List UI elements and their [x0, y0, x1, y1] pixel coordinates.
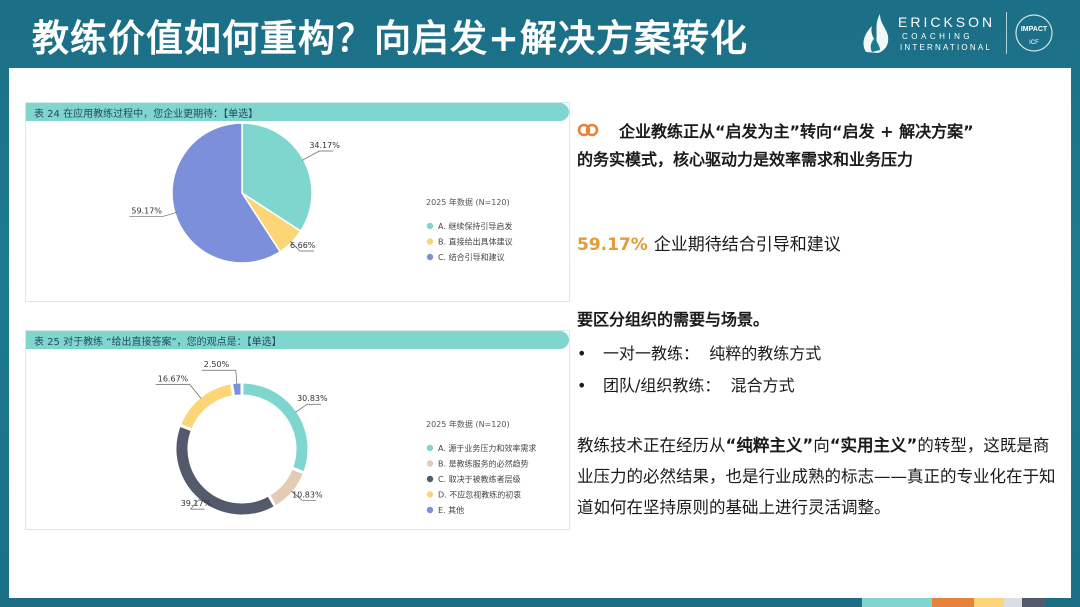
intro-line-2: 的务实模式，核心驱动力是效率需求和业务压力	[577, 150, 914, 169]
intro-text: 企业教练正从“启发为主”转向“启发 + 解决方案” 的务实模式，核心驱动力是效率…	[577, 118, 1047, 174]
pie-slice-3	[177, 381, 236, 432]
legend-swatch-1	[426, 460, 434, 467]
logo-sub-text-1: COACHING	[902, 32, 974, 41]
bullet-item: • 团队/组织教练： 混合方式	[577, 372, 795, 396]
chart-25-title: 表 25 对于教练 “给出直接答案”，您的观点是：【单选】	[34, 337, 282, 348]
bullet-value: 纯粹的教练方式	[709, 344, 822, 363]
footer-strip-slate	[1022, 598, 1046, 607]
legend-item-3: D. 不应忽视教练的初衷	[438, 490, 521, 500]
stat-text: 企业期待结合引导和建议	[653, 235, 841, 255]
legend-swatch-2	[426, 475, 434, 483]
pie-slice-4	[229, 380, 244, 399]
para-pre: 教练技术正在经历从	[577, 436, 726, 455]
leader-line-2	[129, 211, 177, 217]
data-label-1: 6.66%	[290, 241, 316, 250]
data-label-3: 16.67%	[158, 375, 189, 384]
bullet-label: 一对一教练：	[603, 344, 700, 363]
legend-swatch-0	[426, 222, 434, 230]
logo-divider	[1006, 12, 1007, 54]
legend-item-2: C. 取决于被教练者层级	[438, 474, 521, 484]
para-bold-2: “实用主义”	[829, 436, 918, 455]
data-label-2: 59.17%	[131, 206, 162, 215]
intro-line-1: 企业教练正从“启发为主”转向“启发 + 解决方案”	[619, 122, 974, 141]
legend-item-4: E. 其他	[438, 505, 464, 515]
para-bold-1: “纯粹主义”	[725, 436, 814, 455]
pie-slice-1	[266, 466, 307, 510]
badge-org-text: ICF	[1029, 40, 1039, 46]
leader-line-1	[289, 240, 314, 252]
legend-swatch-0	[426, 444, 434, 452]
section-heading: 要区分组织的需要与场景。	[577, 310, 770, 329]
content-panel: 表 24 在应用教练过程中，您企业更期待：【单选】 34.17% 6.66% 59.…	[9, 68, 1071, 598]
data-label-4: 2.50%	[204, 360, 230, 369]
chart-24-header: 表 24 在应用教练过程中，您企业更期待：【单选】	[26, 103, 569, 121]
bullet-item: • 一对一教练： 纯粹的教练方式	[577, 340, 821, 364]
chart-24-title: 表 24 在应用教练过程中，您企业更期待：【单选】	[34, 109, 259, 120]
pie-chart-24: 34.17% 6.66% 59.17% 2025 年数据 (N=120) A. 继续保持…	[129, 122, 513, 264]
header: 教练价值如何重构？向启发+解决方案转化 ERICKSON COACHING IN…	[0, 0, 1080, 64]
footer-strip-teal	[862, 598, 932, 607]
icf-badge-icon: IMPACT ICF	[1015, 14, 1053, 52]
leader-line-2	[189, 498, 205, 510]
legend-title: 2025 年数据 (N=120)	[426, 197, 510, 207]
badge-text: IMPACT	[1021, 26, 1048, 33]
data-label-1: 10.83%	[292, 490, 323, 499]
logo-brand-text: ERICKSON	[898, 14, 996, 30]
legend-item-1: B. 直接给出具体建议	[438, 237, 513, 247]
page-title: 教练价值如何重构？向启发+解决方案转化	[32, 17, 749, 60]
chart-card-24: 表 24 在应用教练过程中，您企业更期待：【单选】 34.17% 6.66% 59.…	[25, 102, 570, 302]
bullet-value: 混合方式	[730, 376, 795, 395]
logo-sub-text-2: INTERNATIONAL	[900, 43, 993, 52]
flame-logo-icon	[863, 14, 889, 53]
rings-icon	[577, 123, 599, 137]
data-label-0: 30.83%	[297, 394, 328, 403]
footer-strip-grey	[1004, 598, 1022, 607]
leader-line-3	[155, 384, 202, 399]
legend-swatch-2	[426, 253, 434, 261]
footer-strip-yellow	[974, 598, 1004, 607]
legend-swatch-4	[426, 506, 434, 514]
bullet-dot: •	[577, 376, 587, 395]
para-mid: 向	[813, 436, 830, 455]
legend-swatch-1	[426, 238, 434, 245]
bullet-dot: •	[577, 344, 587, 363]
data-label-2: 39.17%	[181, 499, 212, 508]
legend-item-2: C. 结合引导和建议	[438, 252, 505, 262]
summary-paragraph: 教练技术正在经历从“纯粹主义”向“实用主义”的转型，这既是商业压力的必然结果，也…	[577, 430, 1057, 523]
erickson-logo: ERICKSON COACHING INTERNATIONAL IMPACT I…	[858, 12, 1058, 56]
leader-line-1	[291, 490, 317, 501]
bullet-label: 团队/组织教练：	[603, 376, 721, 395]
data-label-0: 34.17%	[309, 141, 340, 150]
legend-item-1: B. 是教练服务的必然趋势	[438, 459, 529, 469]
stat-value: 59.17%	[577, 235, 648, 255]
para-post: 的转型，这既是商业压力的必然结果，也是行业成熟的标志——真正的专业化在于知道如何…	[577, 436, 1056, 517]
text-column: 企业教练正从“启发为主”转向“启发 + 解决方案” 的务实模式，核心驱动力是效率…	[575, 68, 1075, 598]
legend-swatch-3	[426, 491, 434, 498]
legend-item-0: A. 源于业务压力和效率需求	[438, 443, 536, 453]
leader-line-0	[295, 403, 322, 413]
footer-strip-orange	[932, 598, 974, 607]
legend-item-0: A. 继续保持引导启发	[438, 221, 512, 231]
leader-line-4	[201, 369, 238, 385]
stat-line: 59.17% 企业期待结合引导和建议	[577, 230, 841, 255]
chart-card-25: 表 25 对于教练 “给出直接答案”，您的观点是：【单选】 30.83% 10.8…	[25, 330, 570, 530]
chart-25-header: 表 25 对于教练 “给出直接答案”，您的观点是：【单选】	[26, 331, 569, 349]
leader-line-0	[301, 150, 334, 161]
donut-chart-25: 30.83% 10.83% 39.17% 16.67% 2.50% 2025 年数据 (N…	[155, 360, 536, 518]
legend-title: 2025 年数据 (N=120)	[426, 419, 510, 429]
